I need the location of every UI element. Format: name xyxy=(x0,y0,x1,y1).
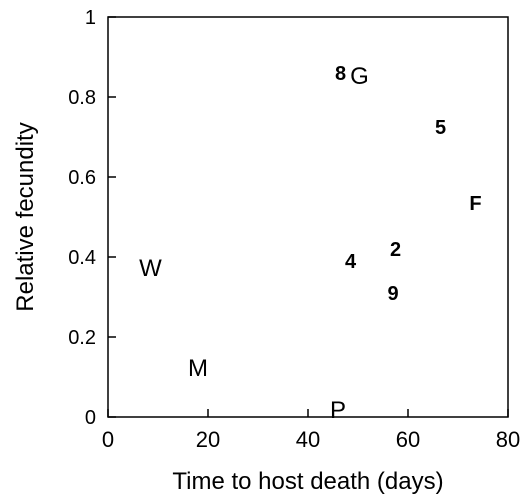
y-tick-label: 0.6 xyxy=(68,167,96,189)
x-tick-label: 80 xyxy=(496,427,520,452)
data-point-label: 2 xyxy=(390,239,401,261)
y-tick-label: 0 xyxy=(85,407,96,429)
data-point-label: W xyxy=(139,255,162,282)
x-axis-ticks: 0 20 40 60 80 xyxy=(102,409,520,452)
y-tick-label: 0.2 xyxy=(68,327,96,349)
x-tick-label: 60 xyxy=(396,427,420,452)
y-tick-label: 1 xyxy=(85,7,96,29)
x-tick-label: 20 xyxy=(196,427,220,452)
data-point-label: 8 xyxy=(335,63,346,85)
y-axis-label: Relative fecundity xyxy=(12,122,39,311)
data-point-label: G xyxy=(350,63,369,90)
data-point-label: 5 xyxy=(435,117,446,139)
y-tick-label: 0.4 xyxy=(68,247,96,269)
data-point-label: M xyxy=(188,355,208,382)
x-axis-label: Time to host death (days) xyxy=(172,468,443,495)
data-point-label: P xyxy=(330,397,346,424)
x-tick-label: 40 xyxy=(296,427,320,452)
data-points: 8 G 5 F 2 4 W 9 M P xyxy=(139,63,481,424)
data-point-label: 9 xyxy=(387,283,398,305)
data-point-label: F xyxy=(469,193,481,215)
plot-frame xyxy=(107,16,509,418)
y-axis-ticks: 0 0.2 0.4 0.6 0.8 1 xyxy=(68,7,116,429)
y-tick-label: 0.8 xyxy=(68,87,96,109)
data-point-label: 4 xyxy=(345,251,357,273)
x-tick-label: 0 xyxy=(102,427,114,452)
